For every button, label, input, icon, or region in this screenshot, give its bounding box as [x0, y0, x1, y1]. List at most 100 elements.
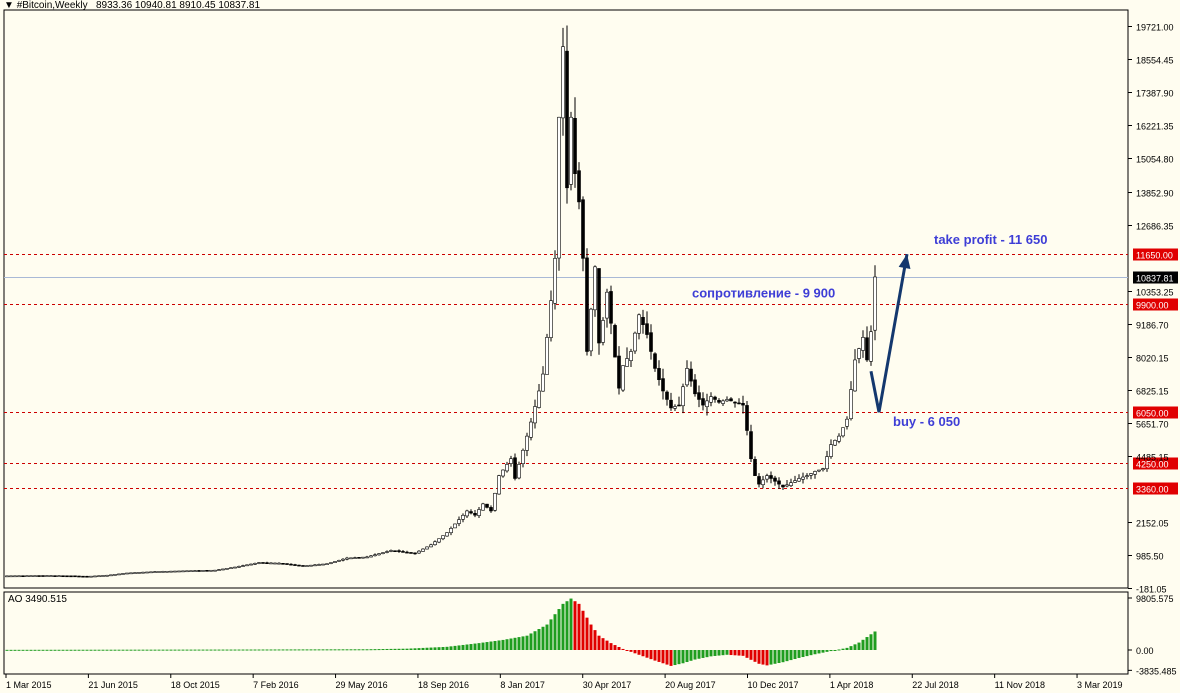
candle-body [497, 475, 501, 495]
level-lines [4, 254, 1128, 489]
candle-body [505, 464, 509, 472]
ao-bar [41, 649, 45, 651]
chart-header: ▼ #Bitcoin,Weekly 8933.36 10940.81 8910.… [4, 0, 260, 11]
candle-body [541, 373, 545, 392]
time-tick-label: 30 Apr 2017 [583, 680, 632, 690]
candle-body [641, 317, 645, 325]
ao-bar [421, 647, 425, 650]
ao-bar [633, 650, 637, 654]
ao-bar [5, 649, 9, 651]
ao-bar [117, 649, 121, 651]
candle-body [261, 562, 265, 564]
ao-bar [461, 644, 465, 650]
candle-body [553, 258, 557, 304]
candle-body [765, 475, 769, 480]
price-badge-support-4250 [1133, 457, 1178, 470]
candle-body [185, 570, 189, 573]
candle-body [453, 523, 457, 529]
candle-body [665, 391, 669, 400]
ao-bar [845, 647, 849, 650]
ao-bar [61, 649, 65, 651]
candle-body [869, 331, 873, 362]
ao-bar [757, 650, 761, 664]
ao-bar [369, 649, 373, 651]
ao-bar [85, 649, 89, 651]
candle-body [657, 368, 661, 380]
candle-body [821, 468, 825, 471]
candle-body [753, 459, 757, 476]
ao-bar [557, 609, 561, 650]
menu-triangle-icon[interactable]: ▼ [4, 0, 14, 11]
ao-bar [629, 650, 633, 652]
ao-bar [365, 649, 369, 651]
ao-bar [213, 649, 217, 651]
candle-body [873, 276, 877, 331]
candle-body [85, 575, 89, 578]
candle-body [733, 401, 737, 404]
candle-body [621, 365, 625, 391]
candle-body [709, 396, 713, 403]
ao-bar [393, 648, 397, 650]
candle-body [21, 575, 25, 578]
ao-bar [273, 649, 277, 651]
candle-body [161, 571, 165, 573]
ao-bar [833, 650, 837, 651]
ao-bar [737, 650, 741, 656]
ao-bar [177, 649, 181, 651]
ao-bar [241, 649, 245, 651]
take-profit-annotation: take profit - 11 650 [934, 232, 1047, 247]
candle-body [277, 562, 281, 565]
candle-body [97, 575, 101, 578]
candle-body [649, 332, 653, 352]
current-price-badge [1133, 271, 1178, 284]
ao-bar [205, 649, 209, 651]
ao-bar [813, 650, 817, 655]
ao-bar [765, 650, 769, 666]
candle-body [741, 403, 745, 406]
price-tick-label: 18554.45 [1136, 56, 1174, 66]
candle-body [441, 535, 445, 540]
candle-body [133, 572, 137, 574]
ao-bar [49, 649, 53, 651]
ao-bar [105, 649, 109, 651]
ao-bar [249, 649, 253, 651]
candle-body [605, 291, 609, 319]
ao-bar [625, 650, 629, 651]
candle-body [313, 564, 317, 567]
ao-bar [381, 649, 385, 651]
time-tick-label: 8 Jan 2017 [500, 680, 545, 690]
ao-bar [773, 650, 777, 664]
candle-body [629, 351, 633, 361]
ao-bar [257, 649, 261, 651]
price-badge-label-support-3360: 3360.00 [1136, 485, 1169, 495]
ao-bar [229, 649, 233, 651]
ao-bar [749, 650, 753, 660]
candle-body [785, 484, 789, 487]
ao-bar [741, 650, 745, 656]
candle-body [417, 550, 421, 554]
ao-tick-label: 0.00 [1136, 646, 1154, 656]
ao-bar [65, 649, 69, 651]
candle-body [157, 571, 161, 573]
candle-body [549, 300, 553, 338]
candle-body [721, 400, 725, 404]
ao-bar [25, 649, 29, 651]
candle-body [597, 268, 601, 344]
candle-body [717, 400, 721, 403]
ao-bar [529, 633, 533, 650]
candle-body [173, 570, 177, 573]
candle-body [353, 557, 357, 559]
candle-body [681, 386, 685, 407]
candle-body [361, 556, 365, 559]
ao-bar [261, 649, 265, 651]
candle-body [593, 266, 597, 311]
ao-bar [237, 649, 241, 651]
ao-bar [801, 650, 805, 658]
ao-bar [209, 649, 213, 651]
candle-body [493, 492, 497, 511]
ao-bar [657, 650, 661, 662]
candle-body [461, 514, 465, 520]
ohlc-values: 8933.36 10940.81 8910.45 10837.81 [96, 0, 261, 11]
candle-body [757, 476, 761, 485]
